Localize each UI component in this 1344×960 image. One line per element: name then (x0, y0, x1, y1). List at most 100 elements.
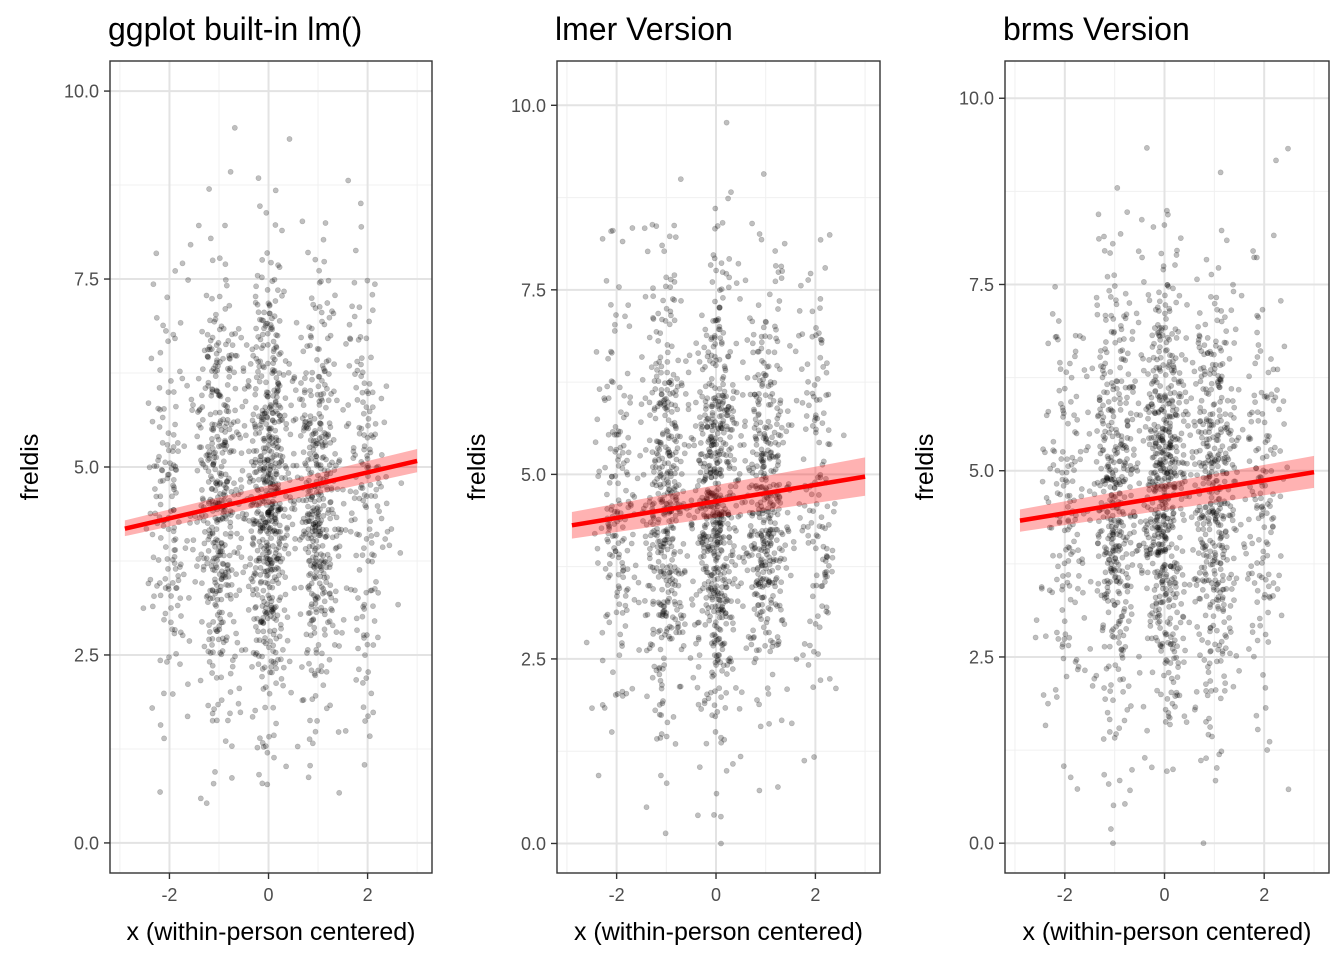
scatter-point (326, 656, 333, 663)
scatter-point (262, 605, 269, 611)
scatter-point (651, 468, 657, 475)
scatter-point (263, 553, 270, 560)
scatter-point (300, 427, 307, 434)
scatter-point (646, 399, 653, 406)
scatter-point (745, 465, 752, 471)
scatter-point (244, 382, 251, 389)
scatter-point (698, 554, 704, 560)
scatter-point (363, 589, 370, 596)
scatter-point (276, 317, 283, 324)
scatter-point (267, 480, 274, 487)
scatter-point (681, 441, 688, 448)
scatter-point (278, 625, 284, 632)
scatter-point (818, 337, 825, 343)
scatter-point (668, 408, 675, 415)
scatter-point (1210, 434, 1216, 441)
scatter-point (1071, 538, 1077, 545)
scatter-point (208, 435, 215, 442)
scatter-point (212, 769, 218, 775)
scatter-point (308, 535, 315, 542)
scatter-point (1253, 712, 1260, 719)
scatter-point (374, 503, 381, 509)
scatter-point (709, 416, 716, 422)
scatter-point (274, 507, 281, 514)
scatter-point (222, 738, 229, 744)
scatter-point (656, 612, 662, 618)
scatter-point (196, 421, 202, 428)
scatter-point (170, 431, 177, 438)
scatter-point (1214, 419, 1221, 425)
scatter-point (145, 580, 152, 587)
scatter-point (157, 592, 164, 599)
scatter-point (309, 431, 315, 438)
scatter-point (323, 533, 330, 539)
scatter-point (667, 390, 673, 397)
scatter-point (1213, 294, 1220, 301)
scatter-point (259, 618, 265, 625)
scatter-point (253, 344, 260, 350)
scatter-point (1096, 235, 1102, 242)
scatter-point (619, 610, 626, 616)
scatter-point (775, 441, 782, 448)
scatter-point (664, 526, 670, 533)
scatter-point (1256, 615, 1263, 622)
scatter-point (270, 642, 277, 649)
scatter-point (1200, 520, 1207, 527)
scatter-point (762, 392, 769, 398)
x-tick-labels: -2 0 2 (609, 885, 821, 905)
scatter-point (703, 521, 710, 527)
scatter-point (260, 317, 266, 324)
scatter-point (316, 410, 323, 417)
scatter-point (1202, 504, 1209, 511)
scatter-point (159, 439, 166, 446)
scatter-point (1164, 451, 1171, 458)
scatter-point (301, 375, 308, 382)
scatter-point (185, 595, 192, 601)
scatter-point (303, 650, 310, 656)
scatter-point (632, 562, 639, 569)
scatter-point (397, 550, 404, 556)
scatter-point (275, 580, 282, 586)
scatter-point (311, 670, 318, 677)
scatter-point (1134, 547, 1141, 554)
scatter-point (335, 526, 342, 532)
scatter-point (1158, 250, 1165, 257)
scatter-point (772, 262, 779, 269)
scatter-point (1260, 548, 1267, 555)
scatter-point (688, 596, 695, 602)
scatter-point (826, 562, 832, 569)
scatter-point (1086, 430, 1093, 437)
scatter-point (285, 470, 292, 477)
scatter-point (1244, 575, 1251, 582)
scatter-point (259, 551, 266, 557)
scatter-point (666, 633, 672, 640)
gridlines (110, 61, 432, 873)
scatter-point (656, 465, 663, 472)
scatter-point (809, 308, 816, 315)
scatter-point (238, 484, 245, 491)
scatter-point (1231, 580, 1237, 587)
scatter-point (360, 410, 367, 417)
scatter-point (384, 528, 391, 535)
scatter-point (259, 411, 266, 417)
scatter-point (749, 512, 756, 519)
scatter-point (609, 553, 616, 559)
scatter-point (172, 566, 179, 572)
scatter-point (311, 498, 318, 505)
scatter-point (165, 566, 171, 572)
scatter-point (1054, 467, 1061, 474)
scatter-point (398, 480, 405, 486)
scatter-point (255, 508, 261, 515)
scatter-point (351, 587, 358, 594)
scatter-point (668, 568, 675, 574)
scatter-point (1251, 392, 1258, 399)
scatter-point (169, 448, 176, 455)
scatter-point (635, 579, 642, 586)
scatter-point (259, 514, 266, 521)
scatter-point (817, 295, 824, 302)
scatter-point (161, 405, 167, 412)
scatter-point (670, 714, 677, 720)
scatter-point (616, 384, 623, 391)
scatter-point (718, 412, 725, 419)
scatter-point (720, 392, 727, 399)
